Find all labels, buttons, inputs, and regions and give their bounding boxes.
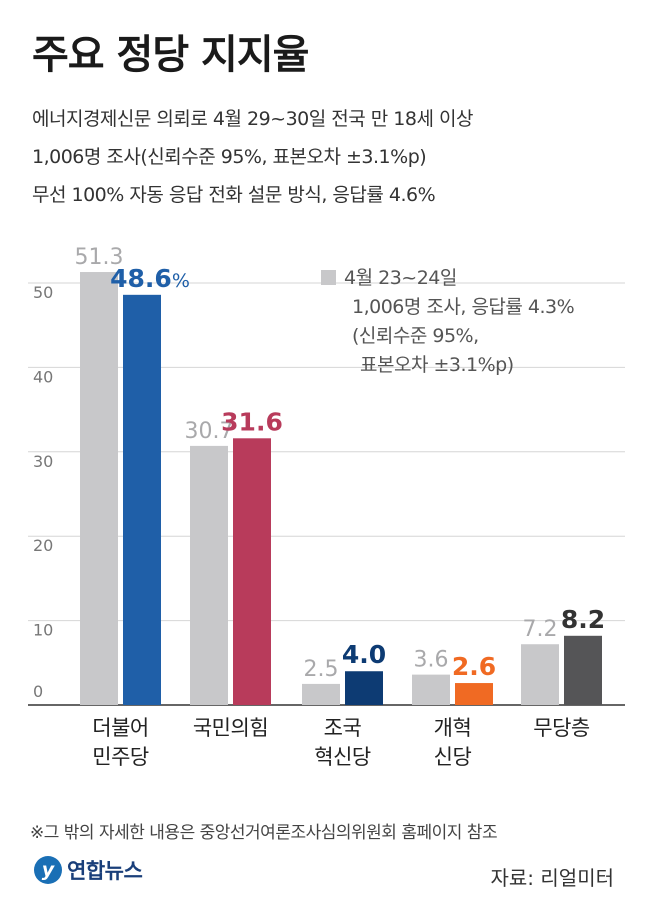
data-label-current-1: 31.6 [221, 407, 283, 436]
category-label-2: 조국 혁신당 [314, 716, 371, 769]
bar-prev-3 [412, 674, 450, 705]
y-tick-label-50: 50 [33, 283, 53, 302]
bar-prev-4 [521, 644, 559, 705]
yonhap-logo: y 연합뉴스 [34, 852, 143, 888]
bar-prev-0 [80, 272, 118, 705]
y-tick-label-40: 40 [33, 367, 53, 386]
page-title: 주요 정당 지지율 [32, 32, 309, 78]
legend-line-3: (신뢰수준 95%, [352, 325, 479, 347]
y-tick-label-10: 10 [33, 621, 53, 640]
data-source: 자료: 리얼미터 [490, 866, 615, 890]
bar-current-2 [345, 671, 383, 705]
data-label-current-2: 4.0 [342, 640, 386, 669]
chart-legend: 4월 23~24일 1,006명 조사, 응답률 4.3% (신뢰수준 95%,… [321, 264, 575, 380]
y-tick-label-20: 20 [33, 536, 53, 555]
bar-prev-2 [302, 683, 340, 705]
category-label-4: 무당층 [533, 716, 590, 740]
legend-line-4: 표본오차 ±3.1%p) [360, 354, 514, 376]
legend-swatch [321, 270, 336, 285]
data-label-prev-2: 2.5 [304, 657, 339, 682]
y-tick-label-0: 0 [33, 682, 43, 701]
data-label-prev-4: 7.2 [523, 617, 558, 642]
data-label-prev-3: 3.6 [414, 648, 449, 673]
data-label-prev-0: 51.3 [75, 245, 124, 270]
footnote: ※그 밖의 자세한 내용은 중앙선거여론조사심의위원회 홈페이지 참조 [30, 823, 498, 843]
data-label-unit: % [172, 270, 190, 292]
subtitle-line-3: 무선 100% 자동 응답 전화 설문 방식, 응답률 4.6% [32, 184, 436, 206]
category-label-3: 개혁 신당 [433, 716, 472, 769]
bar-current-3 [455, 683, 493, 705]
data-label-current-0: 48.6% [110, 264, 190, 293]
data-label-current-3: 2.6 [452, 652, 496, 681]
y-tick-label-30: 30 [33, 452, 53, 471]
legend-line-2: 1,006명 조사, 응답률 4.3% [352, 296, 575, 318]
data-label-prev-1: 30.7 [185, 419, 234, 444]
yonhap-logo-text: 연합뉴스 [67, 859, 143, 883]
category-label-0: 더불어 민주당 [92, 716, 149, 769]
category-label-1: 국민의힘 [192, 716, 269, 740]
data-label-current-4: 8.2 [561, 605, 605, 634]
legend-line-1: 4월 23~24일 [344, 267, 457, 289]
bar-current-0 [123, 294, 161, 705]
bar-prev-1 [190, 445, 228, 705]
bar-current-4 [564, 635, 602, 705]
subtitle-line-2: 1,006명 조사(신뢰수준 95%, 표본오차 ±3.1%p) [32, 146, 427, 168]
bar-current-1 [233, 438, 271, 705]
subtitle-line-1: 에너지경제신문 의뢰로 4월 29~30일 전국 만 18세 이상 [32, 108, 473, 130]
yonhap-logo-icon: y [34, 856, 62, 884]
